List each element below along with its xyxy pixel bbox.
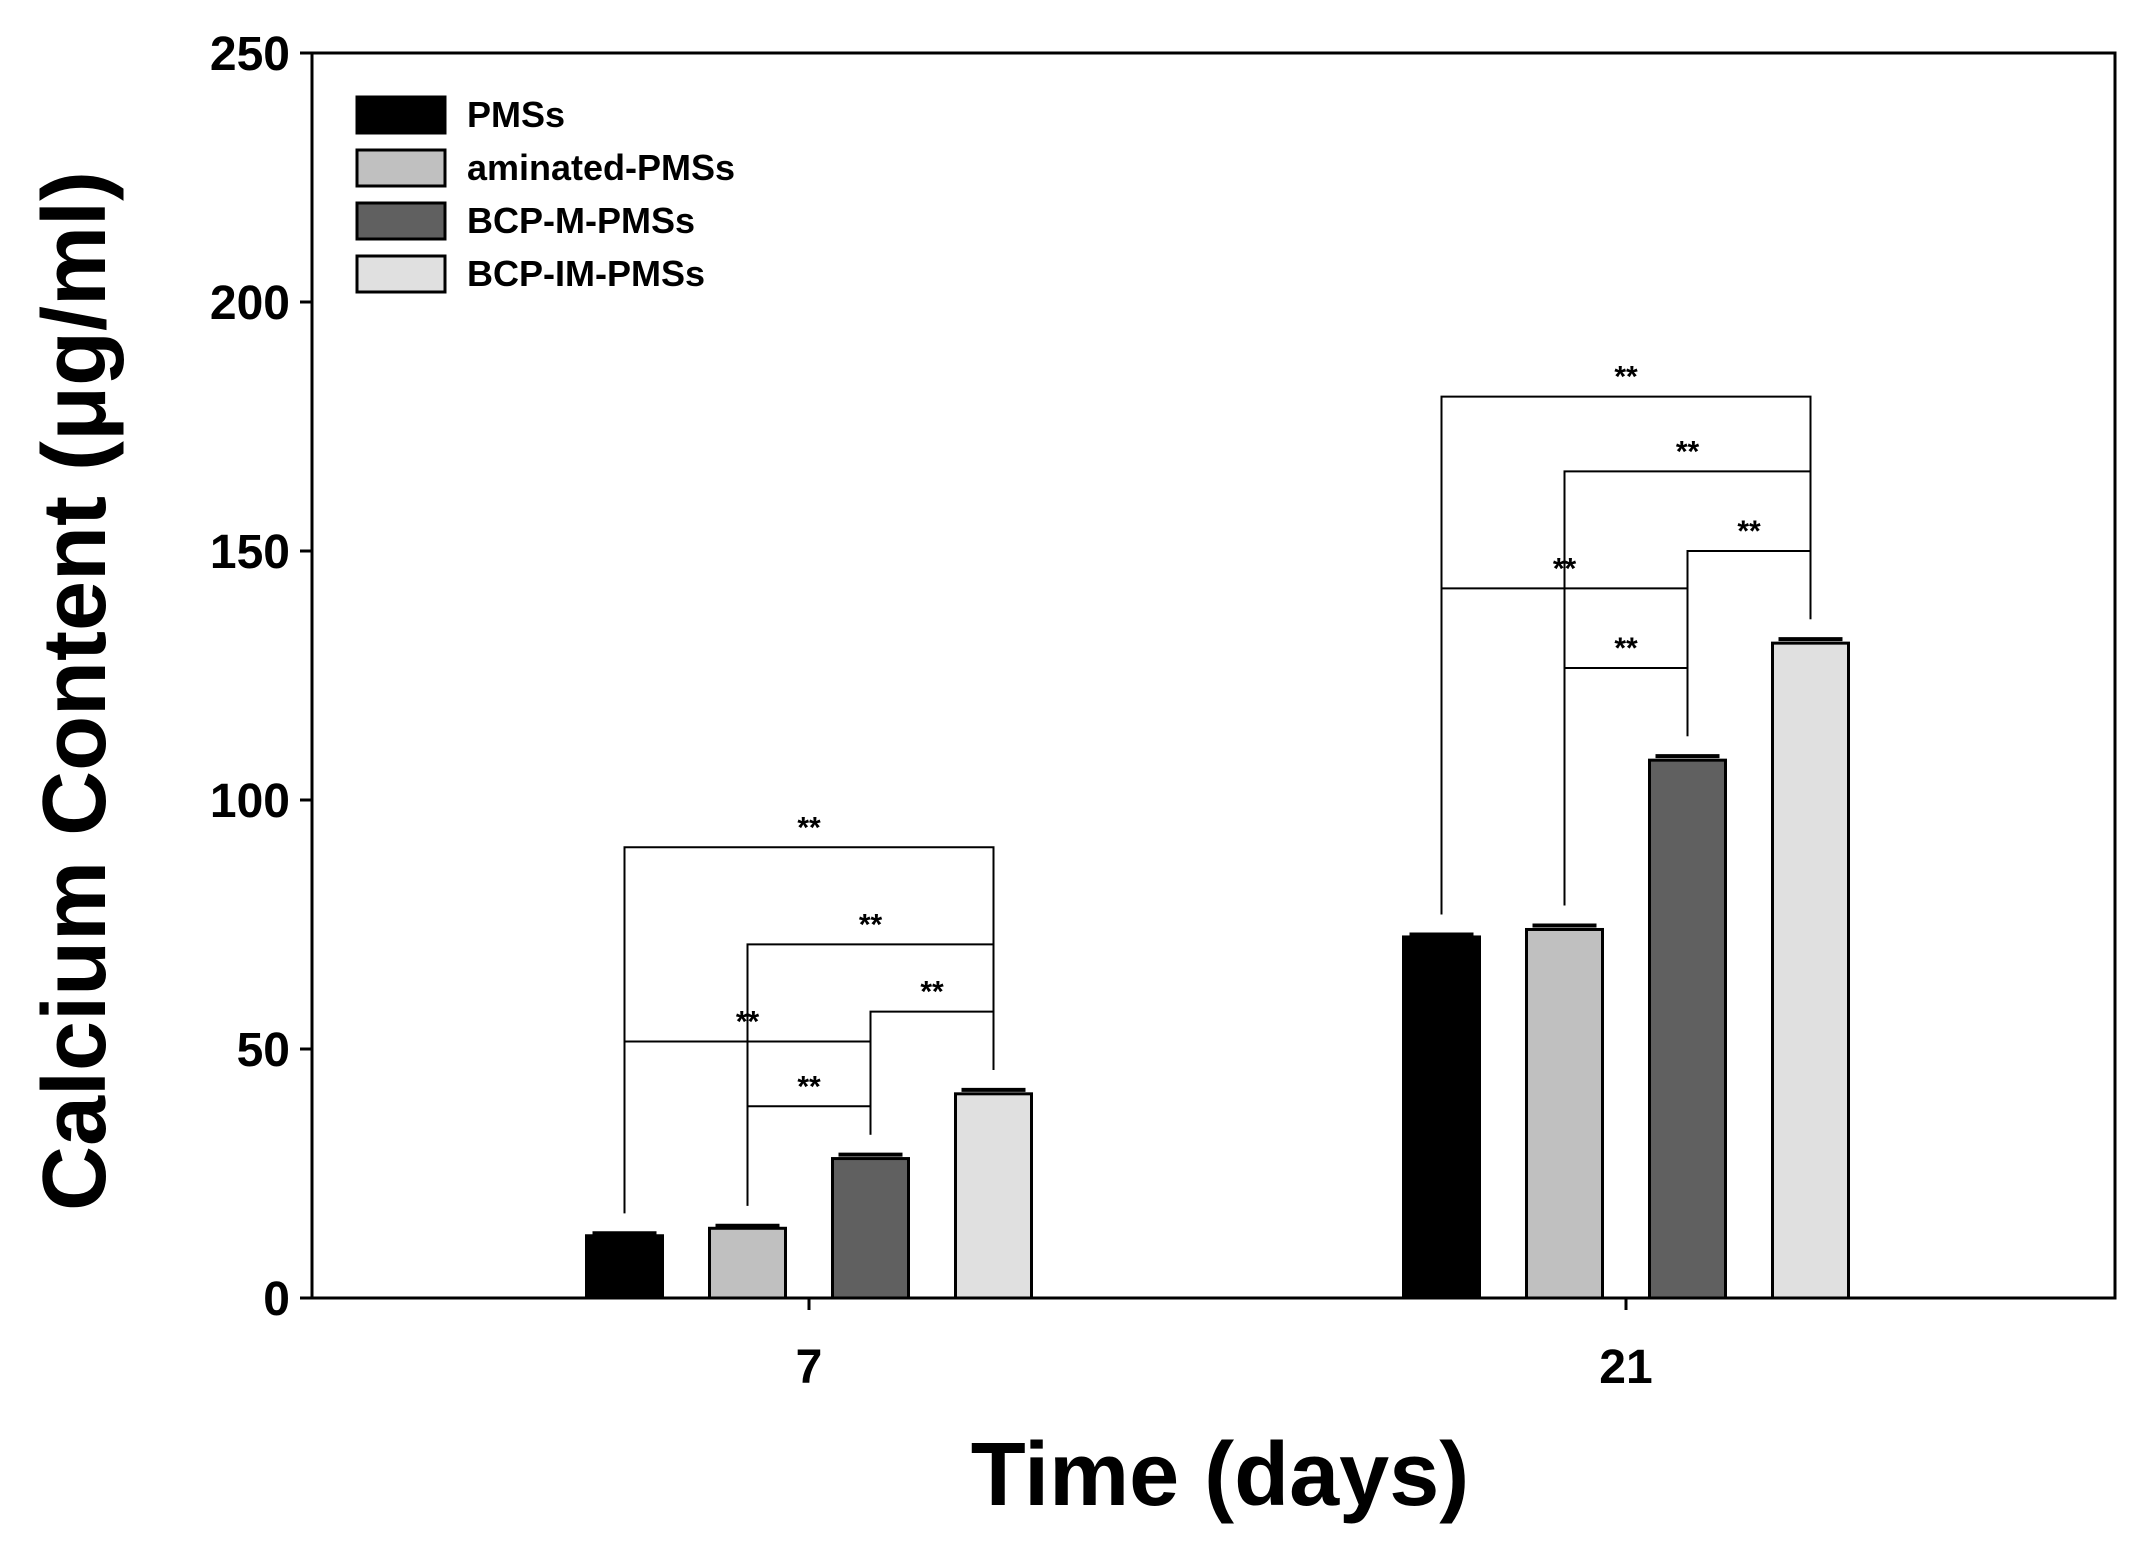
significance-label: **	[1614, 361, 1638, 394]
significance-bracket	[1563, 667, 1689, 906]
legend-swatch	[355, 95, 447, 135]
y-tick-label: 150	[210, 526, 290, 579]
significance-bracket	[746, 943, 995, 1206]
legend: PMSs aminated-PMSs BCP-M-PMSs BCP-IM-PMSs	[355, 94, 735, 294]
significance-label: **	[920, 976, 944, 1009]
significance-label: **	[1676, 435, 1700, 468]
significance-bracket	[869, 1010, 995, 1135]
significance-label: **	[1737, 515, 1761, 548]
significance-label: **	[797, 1070, 821, 1103]
plot-area: 0 50 100 150 200 250 7 21 ** ** ** ** ** ** ** ** ** **	[210, 28, 2117, 1394]
y-axis-title: Calcium Content (μg/ml)	[25, 171, 125, 1211]
bar	[585, 1234, 664, 1300]
x-axis-title: Time (days)	[971, 1425, 1470, 1525]
significance-bracket	[1686, 550, 1812, 737]
significance-bracket	[746, 1105, 872, 1206]
legend-label: PMSs	[467, 94, 565, 135]
bar	[708, 1226, 787, 1300]
bar	[831, 1157, 910, 1300]
y-tick-label: 250	[210, 28, 290, 81]
y-tick-label: 50	[237, 1024, 290, 1077]
bar	[1771, 641, 1850, 1300]
legend-label: BCP-IM-PMSs	[467, 253, 705, 294]
significance-label: **	[859, 908, 883, 941]
significance-label: **	[736, 1006, 760, 1039]
x-tick-label: 7	[796, 1341, 823, 1394]
legend-label: aminated-PMSs	[467, 147, 735, 188]
bar	[1402, 935, 1481, 1300]
bar	[1525, 927, 1604, 1300]
y-tick-label: 100	[210, 775, 290, 828]
y-tick-label: 200	[210, 277, 290, 330]
x-tick-label: 21	[1599, 1341, 1652, 1394]
bar	[1648, 758, 1727, 1300]
legend-label: BCP-M-PMSs	[467, 200, 695, 241]
bar	[954, 1092, 1033, 1300]
significance-label: **	[1614, 632, 1638, 665]
legend-swatch	[355, 148, 447, 188]
significance-label: **	[797, 811, 821, 844]
plot-frame	[310, 51, 2117, 1300]
y-tick-label: 0	[263, 1273, 290, 1326]
significance-label: **	[1553, 552, 1577, 585]
legend-swatch	[355, 254, 447, 294]
legend-swatch	[355, 201, 447, 241]
